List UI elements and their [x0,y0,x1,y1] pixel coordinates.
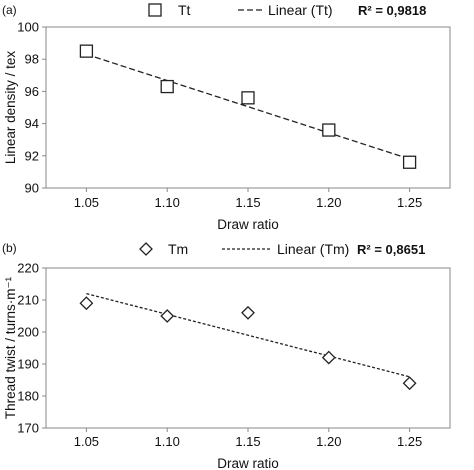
panel-b-x-axis-label: Draw ratio [217,456,279,470]
panel-b-x-tick-label: 1.20 [316,434,341,449]
panel-a-data-point [160,79,174,94]
panel-a-data-point [322,123,336,137]
panel-a-y-tick-label: 92 [25,148,39,163]
panel-b-data-point [241,305,255,320]
panel-b-legend-series-name: Tm [168,241,188,257]
panel-b-y-tick-label: 180 [17,389,39,404]
panel-b-legend-marker [139,242,153,256]
panel-a-legend-trendline-name: Linear (Tt) [268,2,333,18]
panel-b-y-tick-label: 190 [17,357,39,372]
panel-a-x-tick-label: 1.25 [397,195,422,210]
panel-b-label: (b) [2,241,17,255]
panel-a-x-tick-label: 1.05 [74,195,99,210]
panel-b-trendline [86,292,410,378]
panel-a-x-tick-label: 1.10 [155,195,180,210]
panel-a-plot-frame [45,26,451,189]
panel-a-x-axis-label: Draw ratio [217,217,279,232]
panel-a-data-point [79,44,94,58]
panel-b-x-tick-label: 1.25 [397,434,422,449]
panel-b-plot-frame [45,267,451,429]
panel-b-legend-trendline-name: Linear (Tm) [277,241,349,257]
panel-a-x-tick-label: 1.20 [316,195,341,210]
panel-a-legend-marker [148,3,162,17]
panel-b-x-tick-label: 1.10 [155,434,180,449]
panel-a-y-axis-label: Linear density / tex [3,51,18,165]
panel-b-y-tick-label: 220 [17,261,39,276]
panel-b-y-tick-label: 210 [17,293,39,308]
panel-a-data-point [241,91,255,105]
panel-a-y-tick-label: 90 [25,181,39,196]
panel-b-x-tick-label: 1.05 [74,434,99,449]
panel-a-y-tick-label: 100 [17,20,39,35]
panel-b-y-tick-label: 200 [17,325,39,340]
panel-a-label: (a) [2,3,17,17]
panel-a-data-point [402,155,417,169]
panel-b-y-tick-label: 170 [17,421,39,436]
panel-a-trendline [86,53,410,160]
panel-b-data-point [402,376,417,391]
panel-a-r-squared: R² = 0,9818 [358,3,426,18]
panel-a-legend-series-name: Tt [178,2,191,18]
panel-b-r-squared: R² = 0,8651 [357,242,425,257]
panel-a-y-tick-label: 94 [25,116,39,131]
panel-a-x-tick-label: 1.15 [235,195,260,210]
panel-b-data-point [79,296,94,311]
panel-a-y-tick-label: 96 [25,84,39,99]
panel-b-data-point [160,309,175,323]
panel-b-x-tick-label: 1.15 [235,434,260,449]
panel-b-y-axis-label: Thread twist / turns·m⁻¹ [3,276,18,419]
panel-b-data-point [321,350,336,365]
panel-a-y-tick-label: 98 [25,52,39,67]
